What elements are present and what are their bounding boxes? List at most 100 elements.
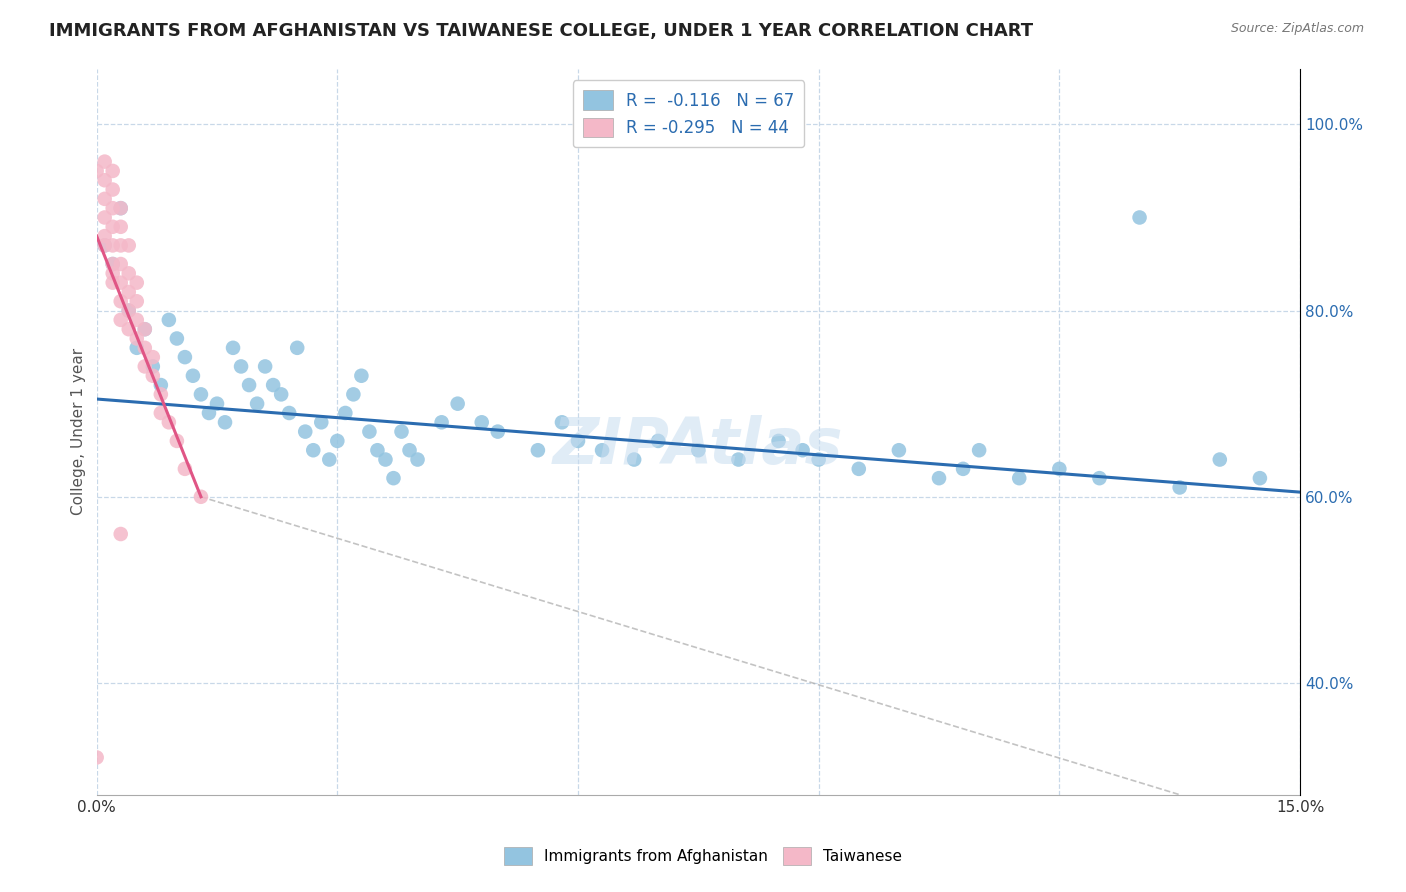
Point — [567, 434, 589, 448]
Point — [1047, 462, 1070, 476]
Point — [118, 322, 141, 336]
Point — [134, 341, 156, 355]
Legend: Immigrants from Afghanistan, Taiwanese: Immigrants from Afghanistan, Taiwanese — [498, 841, 908, 871]
Point — [222, 341, 245, 355]
Point — [149, 406, 172, 420]
Point — [768, 434, 790, 448]
Point — [294, 425, 316, 439]
Point — [142, 350, 165, 364]
Point — [118, 303, 141, 318]
Point — [270, 387, 292, 401]
Point — [254, 359, 277, 374]
Point — [149, 387, 172, 401]
Point — [166, 331, 188, 345]
Point — [246, 397, 269, 411]
Point — [118, 238, 141, 252]
Point — [398, 443, 420, 458]
Point — [101, 257, 124, 271]
Point — [110, 313, 132, 327]
Point — [93, 192, 115, 206]
Point — [110, 238, 132, 252]
Point — [807, 452, 830, 467]
Point — [181, 368, 204, 383]
Point — [366, 443, 388, 458]
Point — [101, 238, 124, 252]
Point — [110, 201, 132, 215]
Point — [134, 322, 156, 336]
Point — [134, 322, 156, 336]
Point — [110, 294, 132, 309]
Point — [125, 331, 148, 345]
Point — [93, 173, 115, 187]
Point — [887, 443, 910, 458]
Point — [527, 443, 550, 458]
Point — [110, 219, 132, 234]
Point — [157, 415, 180, 429]
Point — [174, 350, 197, 364]
Point — [688, 443, 710, 458]
Point — [359, 425, 381, 439]
Point — [1129, 211, 1152, 225]
Point — [174, 462, 197, 476]
Point — [93, 238, 115, 252]
Point — [110, 276, 132, 290]
Text: ZIPAtlas: ZIPAtlas — [553, 415, 844, 477]
Point — [727, 452, 749, 467]
Point — [447, 397, 470, 411]
Point — [142, 359, 165, 374]
Point — [551, 415, 574, 429]
Point — [157, 313, 180, 327]
Point — [118, 303, 141, 318]
Point — [848, 462, 870, 476]
Point — [125, 313, 148, 327]
Point — [967, 443, 990, 458]
Point — [142, 368, 165, 383]
Point — [101, 201, 124, 215]
Point — [93, 211, 115, 225]
Point — [86, 750, 108, 764]
Point — [134, 359, 156, 374]
Point — [101, 276, 124, 290]
Point — [262, 378, 284, 392]
Point — [1249, 471, 1271, 485]
Point — [238, 378, 260, 392]
Point — [342, 387, 364, 401]
Point — [101, 266, 124, 280]
Point — [1008, 471, 1031, 485]
Point — [471, 415, 494, 429]
Point — [285, 341, 308, 355]
Point — [318, 452, 340, 467]
Point — [93, 229, 115, 244]
Point — [374, 452, 396, 467]
Point — [406, 452, 429, 467]
Point — [647, 434, 669, 448]
Point — [166, 434, 188, 448]
Point — [229, 359, 252, 374]
Point — [86, 164, 108, 178]
Point — [125, 341, 148, 355]
Point — [623, 452, 645, 467]
Point — [391, 425, 413, 439]
Point — [591, 443, 613, 458]
Point — [1168, 480, 1191, 494]
Point — [110, 257, 132, 271]
Point — [118, 285, 141, 299]
Point — [101, 182, 124, 196]
Point — [101, 257, 124, 271]
Point — [326, 434, 349, 448]
Point — [110, 201, 132, 215]
Point — [118, 266, 141, 280]
Point — [302, 443, 325, 458]
Point — [101, 164, 124, 178]
Point — [311, 415, 333, 429]
Point — [110, 527, 132, 541]
Point — [382, 471, 405, 485]
Point — [214, 415, 236, 429]
Text: IMMIGRANTS FROM AFGHANISTAN VS TAIWANESE COLLEGE, UNDER 1 YEAR CORRELATION CHART: IMMIGRANTS FROM AFGHANISTAN VS TAIWANESE… — [49, 22, 1033, 40]
Point — [125, 276, 148, 290]
Point — [792, 443, 814, 458]
Point — [205, 397, 228, 411]
Point — [952, 462, 974, 476]
Point — [93, 238, 115, 252]
Point — [486, 425, 509, 439]
